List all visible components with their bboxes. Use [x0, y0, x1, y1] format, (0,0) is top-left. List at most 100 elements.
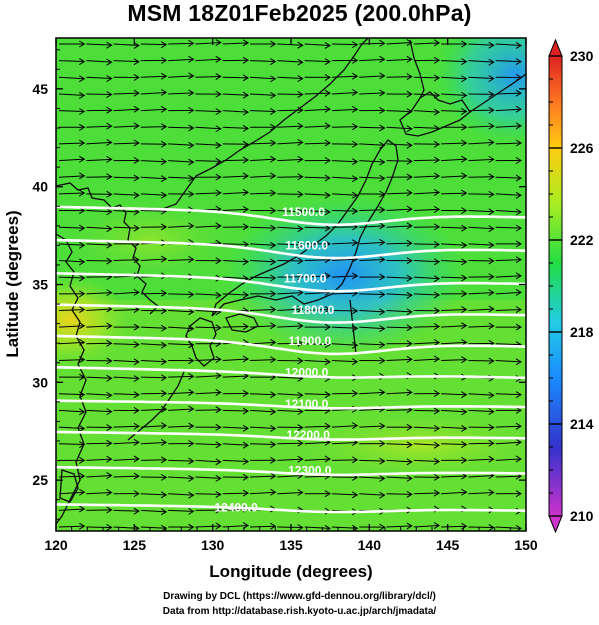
wind-vector-head	[297, 155, 304, 163]
wind-vector	[113, 458, 139, 461]
wind-vector	[331, 343, 358, 346]
wind-vector-head	[406, 239, 413, 247]
wind-vector	[386, 76, 412, 78]
wind-vector-head	[433, 241, 441, 248]
wind-vector-head	[351, 422, 359, 430]
wind-vector-head	[351, 158, 359, 166]
wind-vector-head	[79, 139, 86, 147]
wind-vector-head	[433, 407, 441, 415]
wind-vector	[359, 309, 385, 313]
height-contour	[56, 334, 526, 356]
wind-vector	[58, 76, 85, 80]
wind-vector-head	[433, 522, 441, 529]
wind-vector	[168, 459, 194, 462]
wind-vector	[304, 441, 330, 445]
coast-kyushu	[185, 317, 217, 367]
wind-vector-head	[242, 223, 250, 231]
wind-vector	[168, 309, 194, 313]
wind-vector	[113, 291, 139, 295]
wind-vector-head	[488, 241, 495, 249]
wind-vector-head	[406, 490, 413, 498]
wind-vector	[222, 326, 249, 328]
wind-vector-head	[379, 206, 386, 214]
wind-vector-head	[379, 174, 386, 182]
wind-vector	[468, 60, 494, 63]
wind-vector-head	[79, 75, 86, 83]
wind-vector	[140, 160, 167, 163]
wind-vector	[468, 125, 494, 128]
coast-mainland-north	[159, 38, 369, 211]
wind-vector-head	[297, 339, 304, 347]
wind-vector-head	[79, 258, 86, 266]
wind-vector-head	[106, 139, 113, 146]
wind-vector-head	[242, 74, 250, 82]
wind-vector	[58, 243, 85, 246]
wind-vector	[441, 426, 467, 429]
wind-vector-head	[160, 422, 168, 430]
wind-vector-head	[297, 41, 304, 49]
wind-vector	[359, 493, 385, 496]
wind-vector-head	[488, 439, 495, 447]
wind-vector-head	[515, 105, 522, 113]
wind-vector	[250, 443, 276, 446]
wind-vector	[195, 126, 221, 130]
wind-vector	[168, 293, 194, 296]
wind-vector	[441, 491, 467, 495]
wind-vector	[195, 459, 221, 463]
wind-vector-head	[324, 42, 331, 49]
wind-vector	[359, 126, 385, 129]
wind-vector-head	[488, 489, 495, 496]
wind-vector	[113, 210, 139, 213]
wind-vector	[359, 92, 385, 95]
wind-vector	[140, 176, 167, 180]
wind-vector-head	[461, 207, 468, 215]
wind-vector	[168, 176, 194, 179]
wind-vector-head	[433, 140, 441, 148]
wind-vector-head	[160, 341, 168, 349]
wind-vector-head	[488, 139, 495, 146]
wind-vector	[386, 126, 412, 130]
wind-vector	[495, 393, 522, 396]
wind-vector-head	[242, 124, 250, 132]
wind-vector-head	[406, 291, 413, 299]
wind-vector	[495, 210, 522, 213]
wind-vector-head	[188, 474, 195, 482]
wind-vector-head	[133, 341, 140, 349]
wind-vector-head	[379, 124, 386, 132]
wind-vector-head	[215, 388, 222, 396]
wind-vector-head	[488, 424, 495, 431]
wind-vector-head	[406, 73, 413, 81]
wind-vector-head	[488, 455, 495, 463]
height-contour	[56, 238, 526, 260]
wind-vector-head	[379, 357, 386, 365]
wind-vector-head	[406, 141, 413, 149]
wind-vector-head	[461, 123, 468, 131]
wind-vector-head	[133, 89, 140, 97]
wind-vector	[413, 175, 440, 178]
wind-vector	[331, 126, 358, 128]
wind-vector	[222, 443, 249, 446]
wind-vector	[222, 159, 249, 162]
contour-label: 11600.0	[285, 238, 328, 252]
coast-kurils	[469, 73, 526, 113]
wind-vector-head	[379, 158, 386, 166]
wind-vector	[413, 243, 440, 245]
wind-vector-head	[215, 141, 222, 149]
wind-vector-head	[324, 272, 331, 280]
wind-vector-head	[160, 456, 168, 464]
wind-vector	[140, 210, 167, 212]
wind-vector	[113, 343, 139, 346]
wind-vector	[277, 458, 303, 461]
map-title: MSM 18Z01Feb2025 (200.0hPa)	[127, 0, 472, 26]
wind-vector	[222, 492, 249, 495]
wind-vector-head	[351, 456, 359, 464]
wind-vector-head	[433, 56, 441, 64]
wind-vector-head	[461, 155, 468, 163]
wind-vector	[413, 76, 440, 79]
wind-vector-head	[188, 39, 195, 47]
wind-vector	[195, 326, 221, 329]
wind-vector-head	[351, 105, 359, 113]
wind-vector	[441, 142, 467, 145]
wind-vector	[359, 160, 385, 163]
wind-vector-head	[488, 41, 495, 49]
